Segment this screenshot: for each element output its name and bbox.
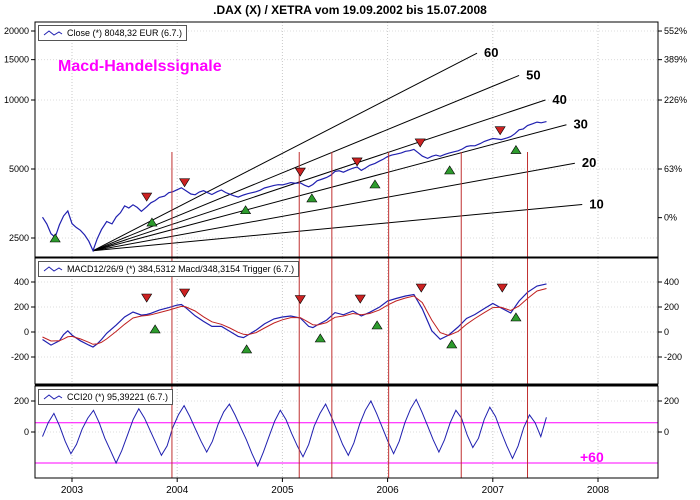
fan-line [92, 99, 546, 252]
percent-axis-label: 389% [664, 55, 687, 65]
percent-axis-label: 63% [664, 164, 682, 174]
cci-axis-label: 0 [664, 427, 669, 437]
cci-line [42, 398, 547, 468]
buy-signal-marker [444, 165, 456, 175]
macd-axis-label: 200 [664, 302, 679, 312]
price-axis-label: 2500 [9, 233, 29, 243]
sell-signal-marker [414, 138, 426, 148]
sell-signal-marker [294, 167, 306, 177]
fan-line-label: 30 [573, 117, 587, 132]
macd-axis-label: 200 [14, 302, 29, 312]
sell-signal-marker [494, 126, 506, 136]
macd-legend-line-sample [43, 266, 63, 272]
buy-signal-marker [240, 205, 252, 215]
buy-signal-marker [146, 217, 158, 227]
macd-axis-label: 400 [664, 277, 679, 287]
buy-signal-marker [510, 312, 522, 322]
buy-signal-marker [314, 333, 326, 343]
macd-axis-label: 0 [24, 327, 29, 337]
buy-signal-marker [49, 233, 61, 243]
cci-level-label: +60 [580, 449, 604, 465]
fan-line [92, 52, 478, 252]
cci-legend-label: CCI20 (*) 95,39221 (6.7.) [67, 391, 169, 402]
macd-axis-label: -200 [664, 352, 682, 362]
close-legend-label: Close (*) 8048,32 EUR (6.7.) [67, 27, 183, 38]
percent-axis-label: 0% [664, 213, 677, 223]
fan-line-label: 40 [552, 92, 566, 107]
x-axis-tick-label: 2005 [271, 485, 294, 496]
fan-line [92, 162, 575, 252]
macd-legend-label: MACD12/26/9 (*) 384,5312 Macd/348,3154 T… [67, 263, 295, 274]
price-axis-label: 20000 [4, 26, 29, 36]
sell-signal-marker [179, 288, 191, 298]
fan-line-label: 20 [582, 155, 596, 170]
fan-line-label: 10 [589, 196, 603, 211]
sell-signal-marker [496, 283, 508, 293]
percent-axis-label: 552% [664, 26, 687, 36]
cci-axis-label: 0 [24, 427, 29, 437]
price-axis-label: 5000 [9, 164, 29, 174]
fan-line [92, 204, 583, 252]
percent-axis-label: 226% [664, 95, 687, 105]
chart-title: .DAX (X) / XETRA vom 19.09.2002 bis 15.0… [213, 3, 487, 17]
macd-axis-label: -200 [11, 352, 29, 362]
sell-signal-marker [354, 294, 366, 304]
buy-signal-marker [369, 179, 381, 189]
buy-signal-marker [510, 144, 522, 154]
buy-signal-marker [149, 324, 161, 334]
price-axis-label: 10000 [4, 95, 29, 105]
x-axis-tick-label: 2006 [376, 485, 399, 496]
price-axis-label: 15000 [4, 55, 29, 65]
fan-line-label: 50 [526, 67, 540, 82]
cci-legend-line-sample [43, 394, 63, 400]
macd-legend[interactable]: MACD12/26/9 (*) 384,5312 Macd/348,3154 T… [38, 261, 300, 277]
trigger-line [42, 288, 547, 345]
buy-signal-marker [306, 193, 318, 203]
cci-legend[interactable]: CCI20 (*) 95,39221 (6.7.) [38, 389, 174, 405]
macd-axis-label: 0 [664, 327, 669, 337]
x-axis-tick-label: 2007 [482, 485, 505, 496]
buy-signal-marker [371, 320, 383, 330]
buy-signal-marker [241, 344, 253, 354]
x-axis-tick-label: 2003 [61, 485, 84, 496]
macd-axis-label: 400 [14, 277, 29, 287]
close-legend-line-sample [43, 30, 63, 36]
sell-signal-marker [179, 178, 191, 188]
fan-line-label: 60 [484, 45, 498, 60]
cci-axis-label: 200 [14, 396, 29, 406]
sell-signal-marker [141, 293, 153, 303]
sell-signal-marker [351, 157, 363, 167]
close-legend[interactable]: Close (*) 8048,32 EUR (6.7.) [38, 25, 188, 41]
buy-signal-marker [446, 339, 458, 349]
sell-signal-marker [141, 192, 153, 202]
fan-line [92, 124, 567, 252]
x-axis-tick-label: 2004 [166, 485, 189, 496]
fan-line [92, 74, 520, 252]
macd-line [42, 283, 547, 348]
close-price-line [41, 121, 547, 253]
macd-signals-annotation: Macd-Handelssignale [58, 58, 222, 75]
sell-signal-marker [294, 295, 306, 305]
cci-axis-label: 200 [664, 396, 679, 406]
sell-signal-marker [415, 283, 427, 293]
x-axis-tick-label: 2008 [587, 485, 610, 496]
